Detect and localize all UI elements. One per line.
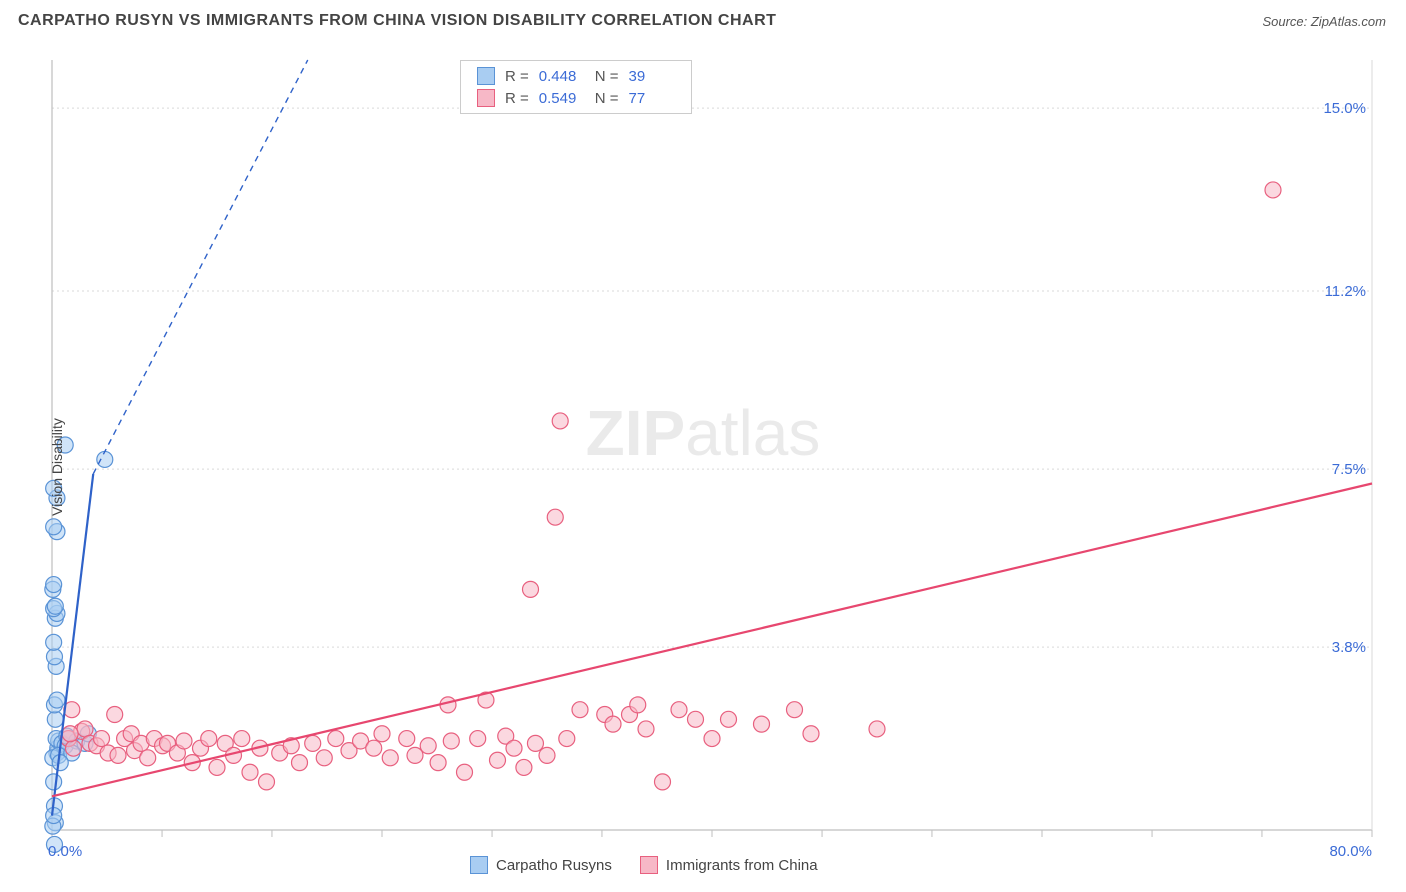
- legend-row: R =0.549N =77: [461, 87, 691, 109]
- chart-source: Source: ZipAtlas.com: [1262, 14, 1386, 29]
- legend-swatch: [640, 856, 658, 874]
- svg-text:0.0%: 0.0%: [48, 843, 82, 860]
- chart-header: CARPATHO RUSYN VS IMMIGRANTS FROM CHINA …: [0, 0, 1406, 38]
- correlation-legend: R =0.448N =39R =0.549N =77: [460, 60, 692, 114]
- svg-text:7.5%: 7.5%: [1332, 461, 1366, 478]
- svg-text:80.0%: 80.0%: [1329, 843, 1372, 860]
- chart-area: Vision Disability 3.8% 7.5% 11.2% 15.0% 0.0%…: [0, 42, 1406, 892]
- legend-label: Carpatho Rusyns: [496, 857, 612, 874]
- chart-title: CARPATHO RUSYN VS IMMIGRANTS FROM CHINA …: [18, 12, 776, 30]
- svg-text:3.8%: 3.8%: [1332, 639, 1366, 656]
- y-axis-label: Vision Disability: [49, 418, 65, 516]
- legend-swatch: [477, 67, 495, 85]
- legend-item: Immigrants from China: [640, 856, 818, 874]
- scatter-chart: 3.8% 7.5% 11.2% 15.0% 0.0% 80.0%: [0, 42, 1406, 862]
- series-legend: Carpatho Rusyns Immigrants from China: [470, 856, 818, 874]
- source-link[interactable]: ZipAtlas.com: [1311, 14, 1386, 29]
- svg-text:11.2%: 11.2%: [1325, 283, 1366, 300]
- legend-swatch: [477, 89, 495, 107]
- legend-row: R =0.448N =39: [461, 65, 691, 87]
- svg-text:15.0%: 15.0%: [1323, 100, 1366, 117]
- legend-item: Carpatho Rusyns: [470, 856, 612, 874]
- legend-swatch: [470, 856, 488, 874]
- legend-label: Immigrants from China: [666, 857, 818, 874]
